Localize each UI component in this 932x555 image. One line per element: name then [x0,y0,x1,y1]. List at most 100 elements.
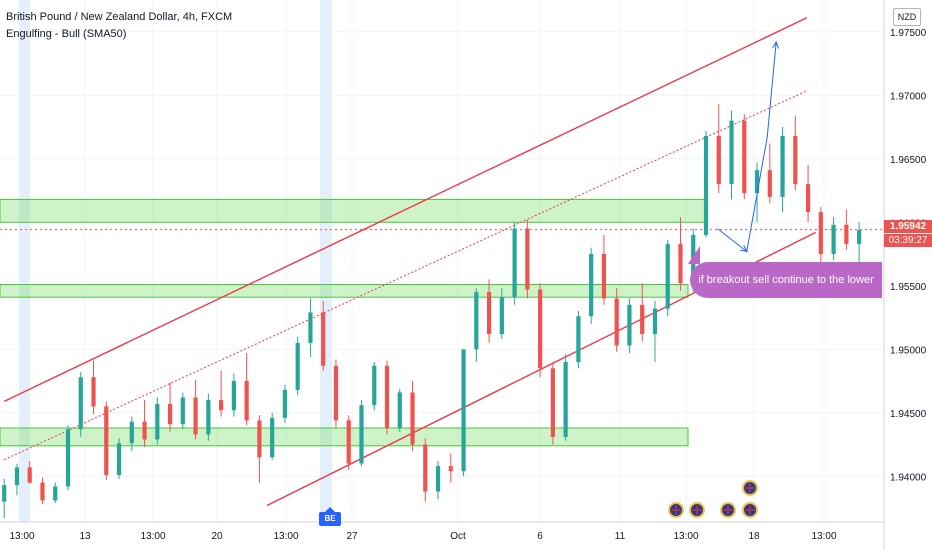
time-tick-label: 13 [79,531,91,542]
candle-body[interactable] [91,377,96,407]
candle-body[interactable] [486,292,492,335]
candle-body[interactable] [729,120,734,185]
candle-body[interactable] [589,254,594,317]
candle-body[interactable] [116,443,122,476]
candle-body[interactable] [857,229,862,244]
time-tick-label: 11 [615,531,626,542]
candle-body[interactable] [435,466,441,492]
candle-body[interactable] [754,170,760,194]
pattern-highlight-band [320,0,332,522]
projection-arrow-path[interactable] [717,41,777,253]
candle-body[interactable] [742,120,747,194]
candle-body[interactable] [652,308,658,335]
time-tick-label: 18 [748,531,760,542]
candle-body[interactable] [499,297,504,335]
candle-body[interactable] [282,389,288,418]
candle-body[interactable] [308,312,313,343]
support-resistance-zone[interactable] [0,198,707,223]
candle-body[interactable] [601,254,607,299]
economic-event-flag-icon[interactable] [742,480,758,496]
candle-body[interactable] [333,365,339,421]
candle-body[interactable] [831,224,836,255]
candle-body[interactable] [818,212,823,255]
candle-body[interactable] [410,392,415,445]
candle-body[interactable] [104,406,109,476]
candle-body[interactable] [793,135,798,185]
candle-body[interactable] [295,342,300,390]
candle-body[interactable] [627,304,632,346]
candle-body[interactable] [219,400,224,411]
candle-body[interactable] [384,365,390,429]
candle-body[interactable] [2,485,7,502]
candle-body[interactable] [14,467,20,486]
candle-body[interactable] [231,381,236,411]
candle-body[interactable] [206,400,211,435]
economic-event-flag-icon[interactable] [668,502,684,518]
economic-event-flag-icon[interactable] [689,502,705,518]
candle-body[interactable] [525,228,530,290]
candle-body[interactable] [678,243,683,284]
candle-body[interactable] [512,228,517,298]
chart-title: British Pound / New Zealand Dollar, 4h, … [6,11,233,23]
candle-body[interactable] [550,368,555,437]
time-tick-label: Oct [450,531,466,542]
candle-body[interactable] [844,224,849,244]
candle-body[interactable] [780,135,785,197]
candle-body[interactable] [346,420,351,464]
candle-body[interactable] [321,312,326,366]
candle-body[interactable] [805,184,811,213]
candle-body[interactable] [257,420,262,458]
price-tick-label: 1.96500 [890,155,927,166]
price-tick-label: 1.94500 [890,409,927,420]
price-tick-label: 1.97500 [890,28,927,39]
candle-body[interactable] [27,467,32,483]
candle-body[interactable] [448,466,453,472]
engulfing-event-marker[interactable]: BE [319,507,341,526]
time-tick-label: 13:00 [9,531,34,542]
candle-body[interactable] [397,392,402,429]
economic-event-flag-icon[interactable] [720,502,736,518]
candle-body[interactable] [40,482,45,501]
pattern-highlight-band [19,0,30,522]
indicator-label[interactable]: Engulfing - Bull (SMA50) [6,28,127,40]
candle-body[interactable] [372,365,377,406]
candle-body[interactable] [716,135,721,185]
candle-body[interactable] [180,397,185,425]
time-tick-label: 13:00 [811,531,836,542]
support-resistance-zone[interactable] [0,283,689,298]
candle-body[interactable] [129,421,134,444]
bar-countdown-label: 03:39:27 [884,234,932,247]
candle-body[interactable] [155,403,160,440]
price-tick-label: 1.95500 [890,282,927,293]
price-tick-label: 1.97000 [890,91,927,102]
candle-body[interactable] [474,292,479,350]
economic-event-flag-icon[interactable] [742,502,758,518]
candle-body[interactable] [640,304,645,335]
candle-body[interactable] [461,349,466,472]
candle-body[interactable] [53,486,58,501]
candle-body[interactable] [538,289,543,369]
candle-body[interactable] [767,170,772,197]
candle-body[interactable] [665,243,670,309]
candle-body[interactable] [576,316,581,362]
candle-body[interactable] [78,377,83,430]
candle-body[interactable] [167,403,173,425]
annotation-callout[interactable]: if breakout sell continue to the lower [688,246,882,298]
support-resistance-zone[interactable] [0,427,689,447]
candle-body[interactable] [359,405,364,464]
candle-body[interactable] [703,135,709,235]
channel-middle-line[interactable] [3,90,806,461]
channel-upper-line[interactable] [3,17,808,402]
candle-body[interactable] [614,298,619,346]
candle-body[interactable] [193,397,198,435]
candle-body[interactable] [65,429,71,487]
candle-body[interactable] [244,381,249,421]
candle-body[interactable] [142,421,147,440]
candle-body[interactable] [423,444,428,492]
time-tick-label: 13:00 [273,531,298,542]
currency-selector[interactable]: NZD [893,8,921,26]
candle-body[interactable] [563,361,568,437]
candle-body[interactable] [270,417,275,458]
